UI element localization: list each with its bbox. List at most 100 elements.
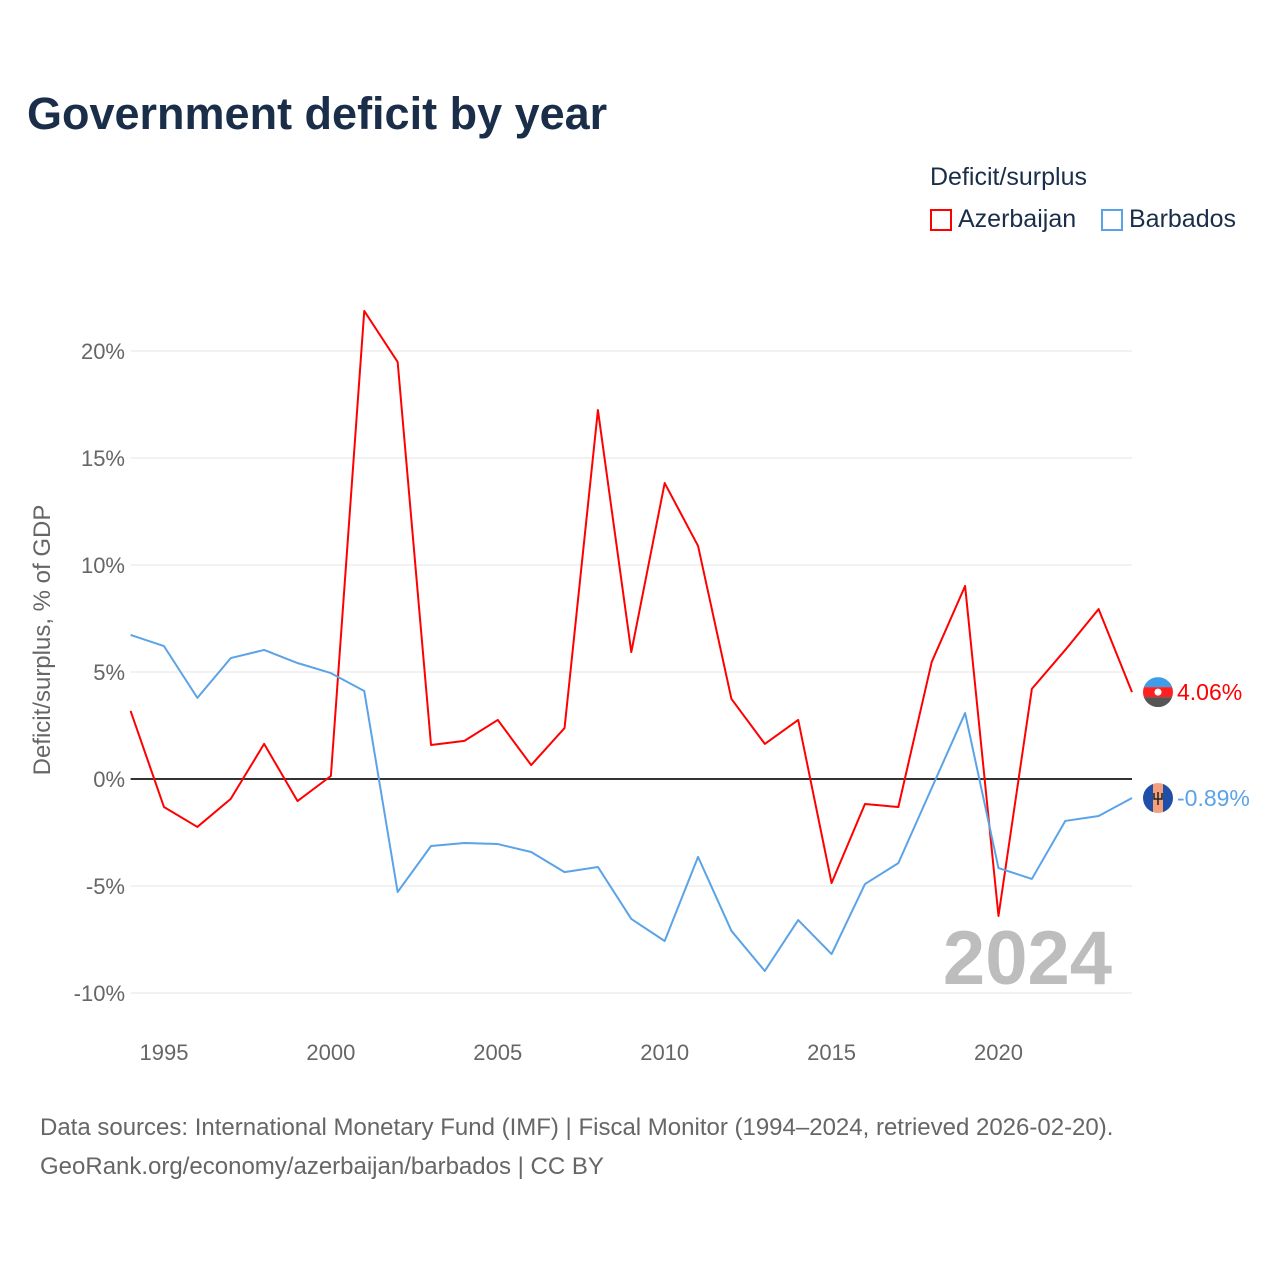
legend-title: Deficit/surplus	[930, 163, 1087, 191]
data-point	[563, 870, 567, 874]
data-point	[329, 774, 333, 778]
data-point	[262, 648, 266, 652]
data-point	[496, 842, 500, 846]
legend-item-azerbaijan[interactable]: Azerbaijan	[930, 205, 1076, 234]
legend-label: Barbados	[1129, 205, 1237, 233]
year-watermark: 2024	[943, 916, 1112, 1001]
data-point	[462, 841, 466, 845]
flag-stripe	[1143, 783, 1153, 814]
data-point	[629, 917, 633, 921]
data-point	[896, 805, 900, 809]
data-point	[863, 882, 867, 886]
data-point	[296, 799, 300, 803]
source-line-2[interactable]: GeoRank.org/economy/azerbaijan/barbados …	[40, 1153, 604, 1180]
data-point	[162, 644, 166, 648]
flag-stripe	[1143, 697, 1173, 708]
data-point	[963, 584, 967, 588]
data-point	[1030, 687, 1034, 691]
flag-trident	[1153, 792, 1163, 806]
data-point	[396, 890, 400, 894]
barbados-flag-icon	[1143, 783, 1173, 814]
data-point	[1063, 648, 1067, 652]
data-point	[629, 650, 633, 654]
x-tick-label: 2015	[807, 1040, 856, 1065]
data-point	[863, 802, 867, 806]
data-point	[763, 969, 767, 973]
data-point	[429, 743, 433, 747]
x-tick-label: 2020	[974, 1040, 1023, 1065]
data-point	[462, 739, 466, 743]
data-point	[696, 544, 700, 548]
x-tick-label: 2000	[306, 1040, 355, 1065]
chart-title: Government deficit by year	[27, 88, 608, 139]
data-point	[930, 786, 934, 790]
series-line-azerbaijan	[129, 309, 1133, 917]
end-value-label: 4.06%	[1177, 679, 1242, 705]
data-point	[596, 865, 600, 869]
y-tick-label: -10%	[74, 981, 125, 1006]
data-point	[663, 939, 667, 943]
y-tick-label: 10%	[81, 553, 125, 578]
end-value-label: -0.89%	[1177, 785, 1250, 811]
flag-stripe	[1143, 677, 1173, 688]
data-point	[229, 656, 233, 660]
azerbaijan-flag-icon	[1143, 677, 1173, 708]
flag-crescent	[1154, 688, 1162, 696]
data-point	[1130, 690, 1134, 694]
data-point	[830, 881, 834, 885]
data-point	[563, 726, 567, 730]
legend-label: Azerbaijan	[958, 205, 1077, 233]
y-tick-label: 0%	[93, 767, 125, 792]
data-point	[930, 660, 934, 664]
data-point	[296, 661, 300, 665]
data-point	[1130, 796, 1134, 800]
data-point	[663, 481, 667, 485]
data-point	[996, 914, 1000, 918]
x-tick-label: 2005	[473, 1040, 522, 1065]
data-point	[362, 689, 366, 693]
data-point	[996, 866, 1000, 870]
data-point	[896, 861, 900, 865]
data-point	[1063, 819, 1067, 823]
y-tick-label: 20%	[81, 339, 125, 364]
y-axis-label: Deficit/surplus, % of GDP	[29, 505, 56, 776]
data-point	[796, 918, 800, 922]
legend-item-barbados[interactable]: Barbados	[1101, 205, 1236, 234]
y-tick-label: 15%	[81, 446, 125, 471]
data-point	[729, 929, 733, 933]
data-point	[162, 805, 166, 809]
data-point	[329, 671, 333, 675]
data-point	[729, 697, 733, 701]
x-tick-label: 1995	[140, 1040, 189, 1065]
data-point	[129, 709, 133, 713]
data-point	[229, 797, 233, 801]
data-point	[262, 742, 266, 746]
series-line-barbados	[130, 634, 1133, 972]
data-point	[763, 742, 767, 746]
x-tick-label: 2010	[640, 1040, 689, 1065]
data-point	[1030, 877, 1034, 881]
data-point	[362, 309, 366, 313]
data-point	[696, 855, 700, 859]
data-point	[195, 825, 199, 829]
source-line-1: Data sources: International Monetary Fun…	[40, 1114, 1114, 1141]
data-point	[596, 408, 600, 412]
data-point	[796, 718, 800, 722]
data-point	[830, 952, 834, 956]
flag-stripe	[1163, 783, 1173, 814]
y-tick-label: 5%	[93, 660, 125, 685]
data-point	[1097, 814, 1101, 818]
data-point	[429, 844, 433, 848]
data-point	[963, 711, 967, 715]
data-point	[129, 633, 133, 637]
source-note: Data sources: International Monetary Fun…	[40, 1108, 1113, 1186]
data-point	[396, 360, 400, 364]
legend-swatch-barbados	[1101, 208, 1123, 231]
data-point	[496, 718, 500, 722]
legend-swatch-azerbaijan	[930, 208, 952, 231]
y-tick-label: -5%	[86, 874, 125, 899]
data-point	[529, 763, 533, 767]
data-point	[529, 850, 533, 854]
